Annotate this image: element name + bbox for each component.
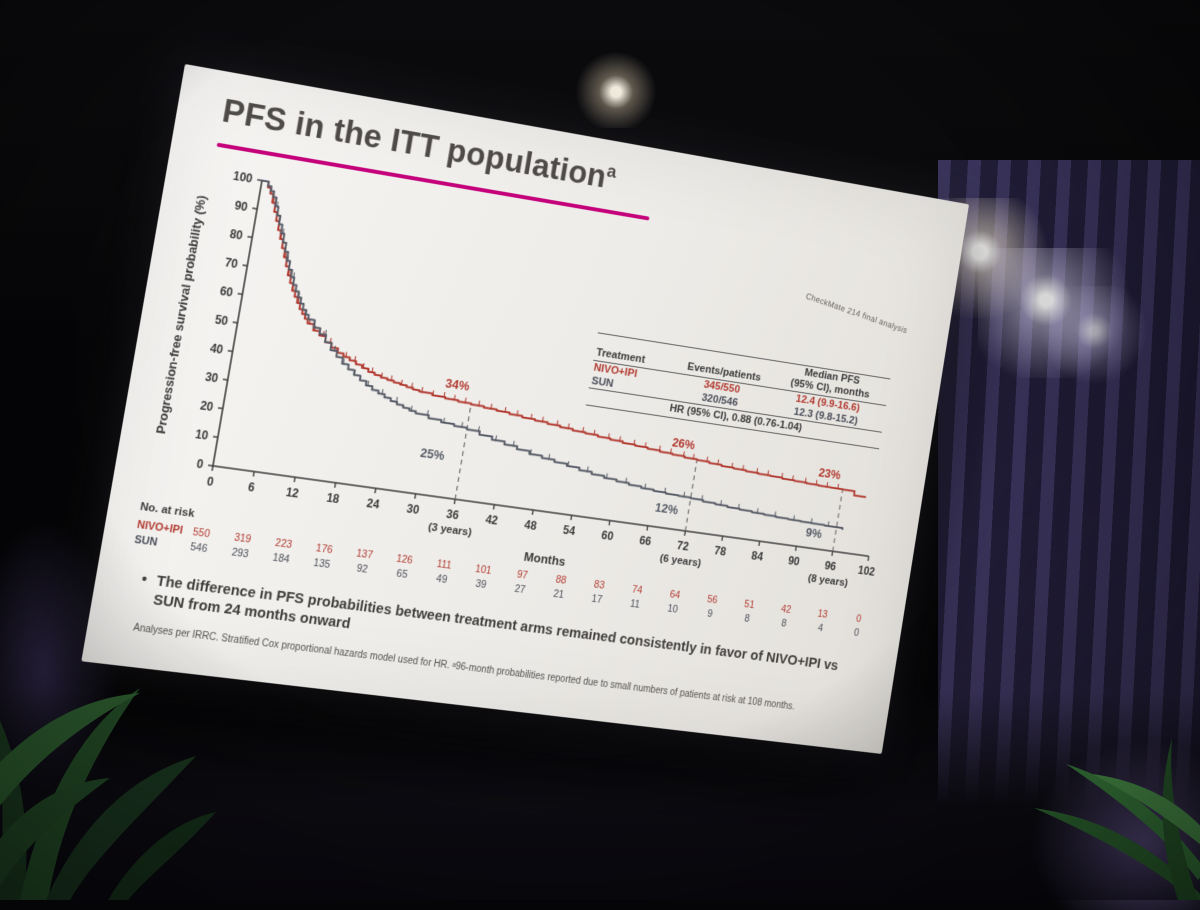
at-risk-value: 546 — [189, 542, 208, 555]
at-risk-value: 184 — [272, 553, 291, 566]
censor-marks-NIVO+IPI — [239, 198, 868, 489]
at-risk-value: 111 — [436, 559, 453, 572]
at-risk-value: 550 — [192, 527, 211, 540]
y-tick-label: 0 — [196, 457, 205, 472]
annotation-25%: 25% — [419, 445, 446, 463]
at-risk-value: 13 — [817, 609, 829, 621]
y-tick-label: 20 — [199, 398, 215, 414]
at-risk-value: 8 — [780, 619, 787, 630]
at-risk-value: 51 — [743, 599, 755, 611]
ceiling-spotlight — [568, 48, 664, 128]
at-risk-value: 64 — [669, 590, 681, 602]
x-tick-label: 30 — [406, 502, 421, 517]
x-sub-label: (8 years) — [807, 573, 849, 590]
title-superscript: a — [605, 160, 619, 183]
y-tick-label: 60 — [219, 284, 235, 300]
x-tick-label: 54 — [562, 523, 576, 538]
at-risk-value: 4 — [817, 623, 824, 634]
x-sub-label: (3 years) — [427, 521, 473, 539]
y-tick-label: 10 — [194, 427, 210, 443]
y-tick-label: 50 — [214, 312, 230, 328]
at-risk-value: 65 — [396, 569, 409, 581]
x-tick-label: 90 — [787, 554, 801, 569]
dashed-marker-96mo — [833, 490, 843, 552]
x-tick-label: 12 — [285, 485, 300, 501]
x-tick-label: 102 — [857, 563, 876, 578]
at-risk-value: 137 — [355, 549, 373, 562]
at-risk-value: 293 — [231, 547, 250, 560]
stage-light — [1040, 286, 1160, 386]
at-risk-value: 101 — [474, 564, 492, 577]
y-tick-label: 40 — [209, 341, 225, 357]
annotation-9%: 9% — [805, 525, 824, 541]
y-tick-label: 30 — [204, 370, 220, 386]
x-tick-label: 60 — [600, 528, 614, 543]
at-risk-value: 9 — [707, 609, 714, 620]
plant-right — [1034, 738, 1200, 900]
dashed-marker-36mo — [455, 404, 471, 499]
x-axis-label: Months — [523, 549, 567, 569]
at-risk-value: 83 — [593, 580, 605, 592]
x-tick-label: 36 — [445, 507, 460, 522]
x-tick-label: 42 — [485, 512, 500, 527]
at-risk-value: 42 — [780, 604, 792, 616]
annotation-23%: 23% — [818, 465, 843, 482]
x-tick-label: 24 — [366, 496, 381, 511]
at-risk-value: 49 — [435, 574, 448, 586]
at-risk-value: 0 — [855, 614, 862, 625]
x-tick-label: 72 — [676, 539, 690, 554]
at-risk-label: No. at risk — [139, 501, 196, 520]
x-tick-label: 84 — [750, 549, 764, 564]
at-risk-row-name-SUN: SUN — [134, 534, 159, 549]
at-risk-value: 135 — [313, 558, 332, 571]
plant-left — [0, 688, 216, 900]
annotation-26%: 26% — [671, 435, 696, 453]
x-tick-label: 66 — [638, 533, 652, 548]
at-risk-value: 21 — [552, 589, 564, 601]
dashed-marker-72mo — [685, 460, 697, 531]
at-risk-value: 319 — [233, 533, 252, 546]
x-tick-label: 96 — [824, 559, 838, 574]
x-tick-label: 48 — [523, 518, 538, 533]
y-tick-label: 70 — [224, 255, 240, 271]
x-tick-label: 18 — [325, 491, 340, 507]
at-risk-value: 11 — [629, 599, 641, 611]
x-tick-label: 6 — [247, 480, 256, 495]
at-risk-value: 223 — [274, 538, 293, 551]
at-risk-value: 176 — [315, 543, 334, 556]
at-risk-value: 39 — [475, 579, 488, 591]
y-tick-label: 90 — [234, 198, 250, 214]
x-sub-label: (6 years) — [659, 553, 702, 570]
y-tick-label: 100 — [232, 169, 254, 186]
at-risk-value: 10 — [667, 604, 679, 616]
at-risk-value: 92 — [356, 564, 369, 576]
at-risk-value: 27 — [514, 584, 526, 596]
at-risk-value: 74 — [631, 585, 643, 597]
at-risk-value: 17 — [591, 594, 603, 606]
at-risk-value: 88 — [555, 575, 567, 587]
at-risk-value: 126 — [395, 554, 413, 567]
at-risk-value: 56 — [706, 595, 718, 607]
at-risk-value: 8 — [744, 614, 751, 625]
annotation-34%: 34% — [444, 376, 471, 394]
y-tick-label: 80 — [229, 227, 245, 243]
at-risk-value: 0 — [853, 628, 860, 639]
x-tick-label: 0 — [206, 474, 215, 489]
x-tick-label: 78 — [713, 544, 727, 559]
annotation-12%: 12% — [654, 500, 680, 518]
at-risk-value: 97 — [516, 570, 528, 582]
